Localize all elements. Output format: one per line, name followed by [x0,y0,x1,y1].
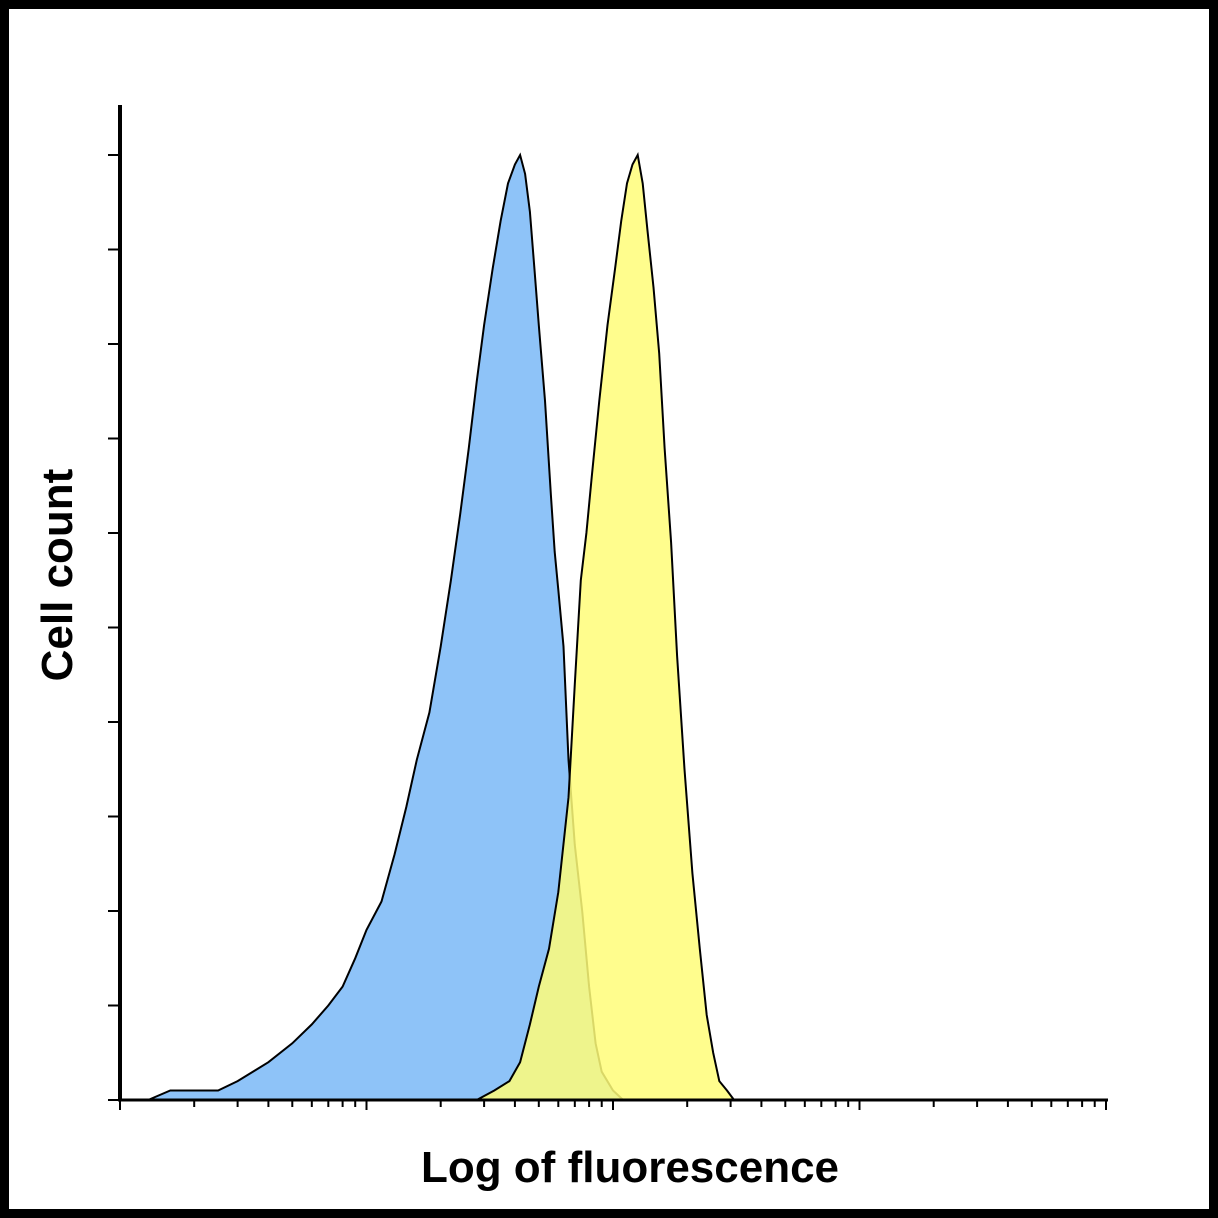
x-ticks [119,1100,1107,1110]
y-ticks [108,154,120,1101]
x-axis-title: Log of fluorescence [421,1143,839,1192]
series-layer [147,152,735,1101]
axes-layer [108,105,1108,1110]
series-2-outline [476,152,735,1101]
y-axis-title: Cell count [33,468,82,681]
series-1-outline [147,152,624,1101]
series-2-area [476,155,735,1100]
series-1-area [148,155,624,1100]
